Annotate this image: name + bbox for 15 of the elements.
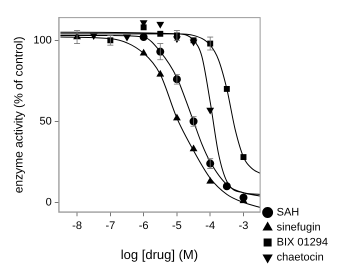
legend-label: SAH — [276, 206, 300, 219]
legend-label: chaetocin — [276, 252, 324, 264]
x-tick-label: -5 — [172, 220, 182, 232]
x-axis-title: log [drug] (M) — [120, 246, 198, 262]
y-tick-label: 100 — [33, 34, 52, 46]
y-axis-title: enzyme activity (% of control) — [12, 36, 26, 194]
y-tick-label: 50 — [40, 115, 52, 128]
legend-label: sinefugin — [276, 222, 321, 234]
x-tick-label: -8 — [72, 220, 82, 232]
x-tick-label: -6 — [138, 220, 149, 232]
y-tick-label: 0 — [46, 196, 52, 208]
x-tick-label: -4 — [205, 220, 216, 232]
legend-label: BIX 01294 — [276, 236, 328, 249]
x-tick-label: -7 — [105, 220, 116, 232]
x-tick-label: -3 — [238, 220, 248, 232]
